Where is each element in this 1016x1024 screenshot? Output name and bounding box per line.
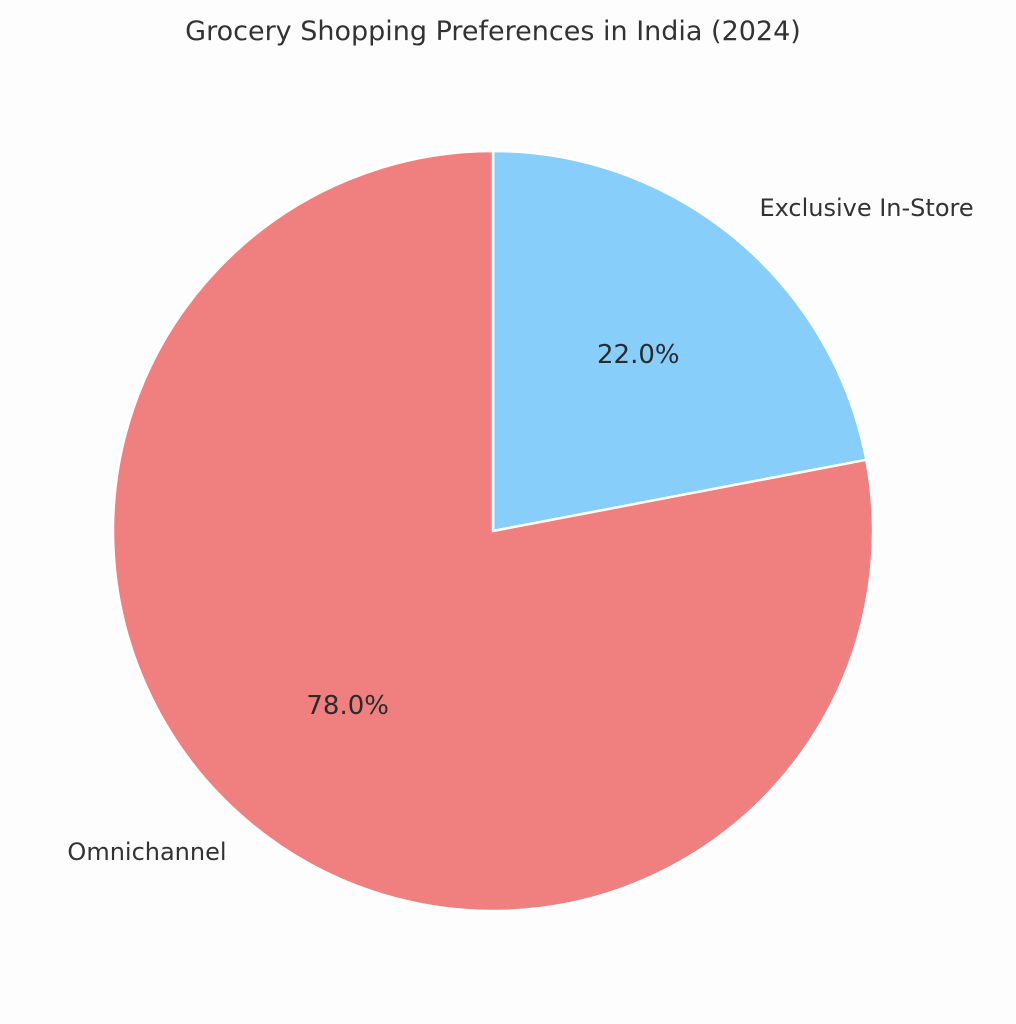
chart-title: Grocery Shopping Preferences in India (2…: [185, 16, 801, 47]
slice-label: Exclusive In-Store: [759, 194, 973, 222]
labels-group: Exclusive In-Store 22.0% Omnichannel 78.0%: [67, 194, 973, 866]
slice-percentage-label: 78.0%: [306, 691, 389, 721]
slice-percentage-label: 22.0%: [597, 340, 680, 370]
slices-group: [111, 149, 875, 913]
slice-label: Omnichannel: [67, 838, 226, 866]
pie-slice-exclusive-in-store: [491, 149, 868, 533]
pie-slice-omnichannel: [111, 149, 875, 913]
